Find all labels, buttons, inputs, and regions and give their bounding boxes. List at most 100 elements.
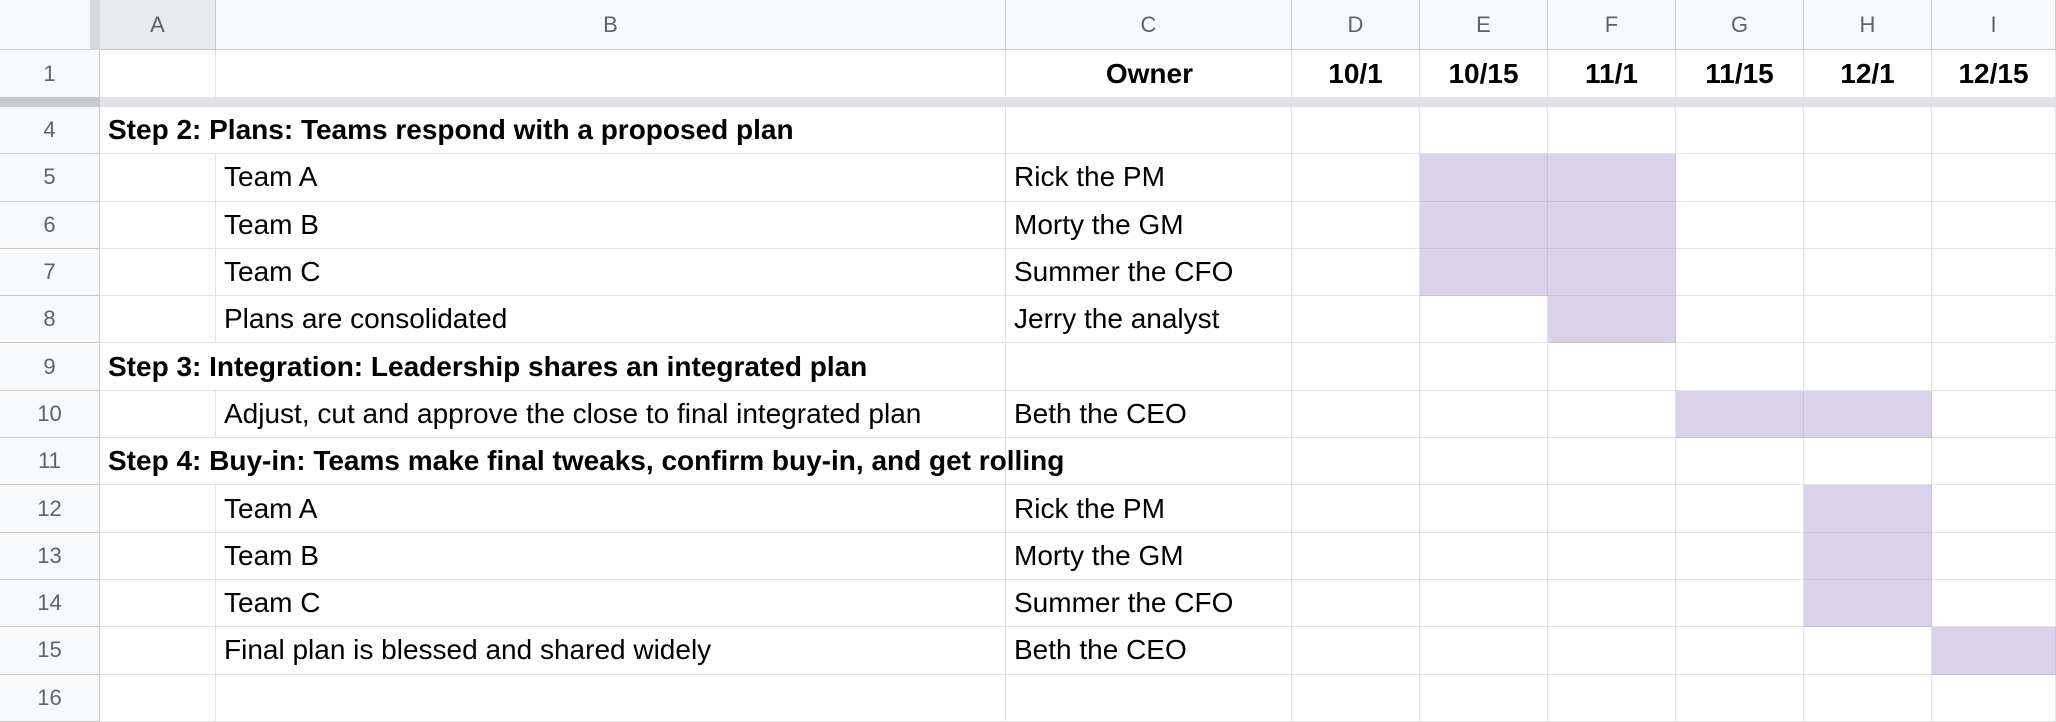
cell-c16[interactable] [1006, 674, 1292, 722]
cell-c4[interactable] [1006, 107, 1292, 155]
cell-e4[interactable] [1420, 107, 1548, 155]
cell-c8[interactable]: Jerry the analyst [1006, 296, 1292, 344]
cell-c13[interactable]: Morty the GM [1006, 532, 1292, 580]
cell-d10[interactable] [1292, 390, 1420, 439]
cell-e11[interactable] [1420, 438, 1548, 486]
cell-h6[interactable] [1804, 201, 1932, 249]
cell-b10[interactable]: Adjust, cut and approve the close to fin… [216, 390, 1006, 439]
cell-b16[interactable] [216, 674, 1006, 722]
frozen-row-divider[interactable] [0, 98, 2056, 107]
row-header[interactable]: 12 [0, 485, 100, 533]
cell-d12[interactable] [1292, 485, 1420, 533]
cell-h16[interactable] [1804, 674, 1932, 722]
cell-i8[interactable] [1932, 296, 2056, 344]
cell-i6[interactable] [1932, 201, 2056, 249]
row-header[interactable]: 14 [0, 580, 100, 628]
row-header[interactable]: 7 [0, 248, 100, 297]
cell-b7[interactable]: Team C [216, 248, 1006, 297]
cell-g13[interactable] [1676, 532, 1804, 580]
cell-a15[interactable] [100, 627, 216, 675]
row-header[interactable]: 16 [0, 674, 100, 722]
cell-h15[interactable] [1804, 627, 1932, 675]
cell-g12[interactable] [1676, 485, 1804, 533]
cell-d15[interactable] [1292, 627, 1420, 675]
cell-a10[interactable] [100, 390, 216, 439]
cell-d6[interactable] [1292, 201, 1420, 249]
cell-e16[interactable] [1420, 674, 1548, 722]
cell-g1[interactable]: 11/15 [1676, 50, 1804, 98]
cell-i1[interactable]: 12/15 [1932, 50, 2056, 98]
cell-h9[interactable] [1804, 343, 1932, 391]
frozen-row-handle[interactable] [0, 98, 100, 107]
cell-a14[interactable] [100, 580, 216, 628]
row-header[interactable]: 8 [0, 296, 100, 344]
cell-i7[interactable] [1932, 248, 2056, 297]
cell-a1[interactable] [100, 50, 216, 98]
column-header-g[interactable]: G [1676, 0, 1804, 50]
gantt-bar-cell[interactable] [1932, 627, 2056, 675]
cell-a13[interactable] [100, 532, 216, 580]
cell-g16[interactable] [1676, 674, 1804, 722]
cell-i10[interactable] [1932, 390, 2056, 439]
cell-b11[interactable] [216, 438, 1006, 486]
column-header-h[interactable]: H [1804, 0, 1932, 50]
column-header-c[interactable]: C [1006, 0, 1292, 50]
cell-d7[interactable] [1292, 248, 1420, 297]
cell-i11[interactable] [1932, 438, 2056, 486]
cell-h7[interactable] [1804, 248, 1932, 297]
row-header[interactable]: 11 [0, 438, 100, 486]
cell-c6[interactable]: Morty the GM [1006, 201, 1292, 249]
cell-h11[interactable] [1804, 438, 1932, 486]
cell-b9[interactable] [216, 343, 1006, 391]
cell-h5[interactable] [1804, 154, 1932, 202]
cell-f4[interactable] [1548, 107, 1676, 155]
column-header-f[interactable]: F [1548, 0, 1676, 50]
cell-i13[interactable] [1932, 532, 2056, 580]
cell-g9[interactable] [1676, 343, 1804, 391]
gantt-bar-cell[interactable] [1548, 296, 1676, 344]
cell-g14[interactable] [1676, 580, 1804, 628]
cell-d11[interactable] [1292, 438, 1420, 486]
column-header-a[interactable]: A [100, 0, 216, 50]
cell-d1[interactable]: 10/1 [1292, 50, 1420, 98]
cell-c14[interactable]: Summer the CFO [1006, 580, 1292, 628]
cell-c7[interactable]: Summer the CFO [1006, 248, 1292, 297]
row-header[interactable]: 5 [0, 154, 100, 202]
cell-f12[interactable] [1548, 485, 1676, 533]
gantt-bar-cell[interactable] [1676, 390, 1804, 439]
row-header[interactable]: 1 [0, 50, 100, 98]
cell-e12[interactable] [1420, 485, 1548, 533]
row-header[interactable]: 6 [0, 201, 100, 249]
frozen-column-handle[interactable] [90, 0, 100, 50]
cell-e1[interactable]: 10/15 [1420, 50, 1548, 98]
cell-a8[interactable] [100, 296, 216, 344]
gantt-bar-cell[interactable] [1420, 248, 1548, 297]
cell-h1[interactable]: 12/1 [1804, 50, 1932, 98]
row-header[interactable]: 9 [0, 343, 100, 391]
gantt-bar-cell[interactable] [1804, 390, 1932, 439]
select-all-corner[interactable] [0, 0, 100, 50]
step-heading[interactable]: Step 4: Buy-in: Teams make final tweaks,… [100, 438, 1064, 486]
cell-d13[interactable] [1292, 532, 1420, 580]
cell-g4[interactable] [1676, 107, 1804, 155]
cell-e14[interactable] [1420, 580, 1548, 628]
cell-e9[interactable] [1420, 343, 1548, 391]
column-header-d[interactable]: D [1292, 0, 1420, 50]
cell-b1[interactable] [216, 50, 1006, 98]
cell-b6[interactable]: Team B [216, 201, 1006, 249]
row-header[interactable]: 13 [0, 532, 100, 580]
cell-b13[interactable]: Team B [216, 532, 1006, 580]
cell-f9[interactable] [1548, 343, 1676, 391]
gantt-bar-cell[interactable] [1548, 248, 1676, 297]
cell-c9[interactable] [1006, 343, 1292, 391]
cell-d16[interactable] [1292, 674, 1420, 722]
row-header[interactable]: 4 [0, 107, 100, 155]
cell-i9[interactable] [1932, 343, 2056, 391]
cell-g5[interactable] [1676, 154, 1804, 202]
cell-b15[interactable]: Final plan is blessed and shared widely [216, 627, 1006, 675]
cell-c15[interactable]: Beth the CEO [1006, 627, 1292, 675]
cell-f10[interactable] [1548, 390, 1676, 439]
step-heading[interactable]: Step 3: Integration: Leadership shares a… [100, 344, 867, 391]
cell-b8[interactable]: Plans are consolidated [216, 296, 1006, 344]
row-header[interactable]: 15 [0, 627, 100, 675]
